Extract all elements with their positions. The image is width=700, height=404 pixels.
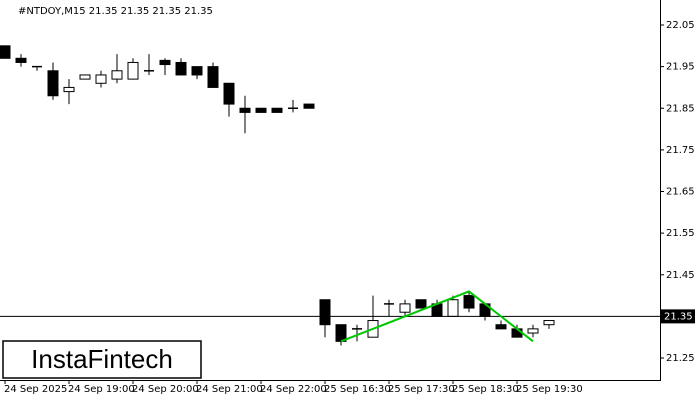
candle-body [111,70,123,80]
candle-body [527,328,539,334]
x-tick-label: 24 Sep 20:00 [132,384,199,395]
candle-body [271,107,283,113]
candle-body [543,320,555,326]
candle-body [63,86,75,93]
candle-body [303,103,315,109]
x-tick-label: 25 Sep 17:30 [388,384,455,395]
candle-body [415,299,427,309]
price-label-box [661,309,695,324]
y-tick-label: 21.25 [666,353,695,364]
y-tick-label: 21.85 [666,103,695,114]
candle-body [399,303,411,313]
candle-body [15,57,27,63]
x-tick-label: 24 Sep 21:00 [196,384,263,395]
y-tick-label: 21.95 [666,62,695,73]
candle-body [239,107,251,113]
x-tick-label: 24 Sep 19:00 [68,384,135,395]
candle-body [495,324,507,330]
candle-body [447,299,459,317]
candle-body [319,299,331,326]
candle-body [127,61,139,80]
candle-body [79,74,91,80]
watermark: InstaFintech [31,344,173,374]
candle-body [255,107,267,113]
y-tick-label: 21.75 [666,145,695,156]
candle-body [191,66,203,76]
y-tick-label: 21.65 [666,187,695,198]
x-tick-label: 25 Sep 18:30 [452,384,519,395]
y-tick-label: 21.55 [666,228,695,239]
price-label: 21.35 [664,311,693,322]
x-tick-label: 25 Sep 19:30 [516,384,583,395]
x-tick-label: 24 Sep 22:00 [260,384,327,395]
x-tick-label: 25 Sep 16:30 [324,384,391,395]
chart-title: #NTDOY,M15 21.35 21.35 21.35 21.35 [18,6,213,17]
y-tick-label: 21.45 [666,270,695,281]
candle-body [0,45,11,59]
y-tick-label: 22.05 [666,20,695,31]
candle-body [335,324,347,342]
candle-body [207,66,219,88]
candle-body [463,295,475,309]
candle-body [159,59,171,66]
candle-body [47,70,59,97]
watermark-box [2,340,202,379]
x-tick-label: 24 Sep 2025 [4,384,67,395]
pattern-line [340,290,534,343]
candle-body [223,82,235,105]
candle-body [175,61,187,76]
candle-body [95,74,107,84]
